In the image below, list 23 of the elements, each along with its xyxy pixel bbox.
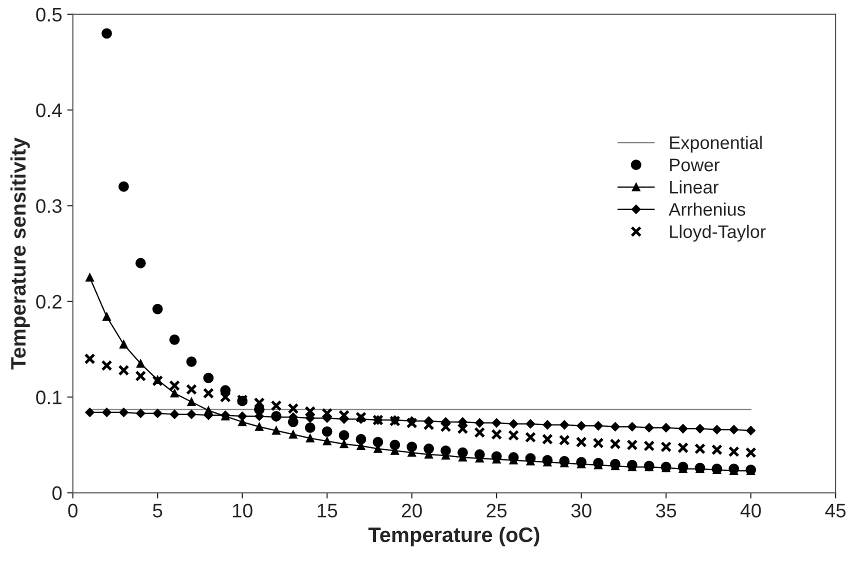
x-tick-label: 15 [318,504,338,518]
x-tick-label: 30 [571,504,592,518]
y-tick-label: 0.1 [36,390,62,404]
x-tick-label: 45 [825,504,846,518]
x-axis-title: Temperature (oC) [368,526,540,546]
legend-label: Linear [670,180,718,194]
y-tick-label: 0.3 [36,199,62,213]
x-tick-label: 25 [486,504,507,518]
x-tick-label: 10 [233,504,252,518]
x-tick-label: 20 [402,504,422,518]
x-tick-label: 0 [68,504,78,518]
y-axis-title: Temperature sensitivity [10,137,30,370]
legend-label: Arrhenius [668,202,746,216]
legend-label: Exponential [670,136,762,153]
x-tick-label: 35 [656,504,676,518]
y-tick-label: 0.4 [36,103,62,118]
y-tick-label: 0 [52,486,62,500]
legend-label: Lloyd-Taylor [670,224,766,242]
legend-label: Power [670,158,720,172]
y-tick-label: 0.2 [36,294,62,309]
x-tick-label: 40 [740,504,761,518]
x-tick-label: 5 [152,504,162,518]
y-tick-label: 0.5 [36,8,62,22]
